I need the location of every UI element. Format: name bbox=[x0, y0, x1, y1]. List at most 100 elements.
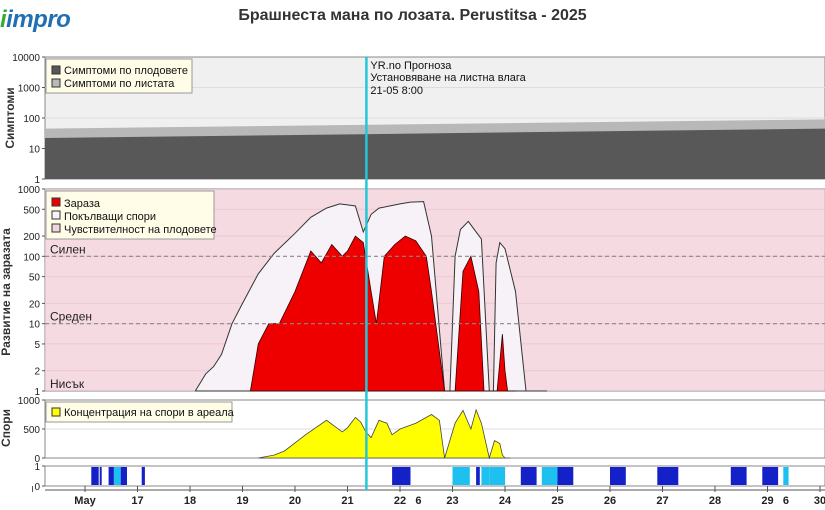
x-tick-label: 26 bbox=[604, 495, 616, 507]
infection-tick-label: 10 bbox=[29, 320, 41, 331]
x-tick-label: 20 bbox=[289, 495, 301, 507]
spores-tick-label: 1000 bbox=[18, 396, 41, 407]
x-tick-label: 18 bbox=[184, 495, 196, 507]
x-tick-label: 30 bbox=[814, 495, 825, 507]
wetness-segment bbox=[392, 467, 411, 485]
legend-swatch-susceptibility bbox=[51, 223, 61, 233]
spores-tick-label: 500 bbox=[23, 425, 40, 436]
spores-panel: 0 500 1000 Спори Концентрация на спори в а… bbox=[0, 396, 825, 465]
wetness-segment bbox=[481, 467, 490, 485]
wetness-segment bbox=[113, 467, 121, 485]
x-tick-label: 29 bbox=[761, 495, 773, 507]
x-tick-label: 19 bbox=[236, 495, 248, 507]
wetness-segment bbox=[762, 467, 779, 485]
forecast-source: YR.no Прогноза bbox=[370, 60, 452, 72]
infection-tick-label: 5 bbox=[34, 340, 40, 351]
forecast-description: Установяване на листна влага bbox=[370, 72, 526, 84]
wetness-panel: 01 bbox=[34, 462, 825, 493]
wetness-segment bbox=[489, 467, 506, 485]
legend-infection: Зараза bbox=[64, 198, 101, 210]
x-tick-label: 21 bbox=[341, 495, 353, 507]
symptoms-y-ticks: 1 10 100 1000 10000 bbox=[12, 53, 45, 186]
forecast-datetime: 21-05 8:00 bbox=[370, 85, 423, 97]
wetness-segment bbox=[99, 467, 102, 485]
threshold-label-medium: Среден bbox=[50, 310, 92, 324]
infection-tick-label: 20 bbox=[29, 299, 41, 310]
infection-y-ticks: 1 2 5 10 20 50 100 200 500 1000 bbox=[18, 185, 45, 398]
infection-thresholds: Силен Среден Нисък bbox=[45, 242, 825, 391]
legend-leaf-symptoms: Симптоми по листата bbox=[64, 78, 175, 90]
forecast-annotation: YR.no Прогноза Установяване на листна вл… bbox=[370, 60, 526, 97]
symptoms-tick-label: 1 bbox=[34, 175, 40, 186]
symptoms-tick-label: 1000 bbox=[18, 84, 41, 95]
legend-fruit-susceptibility: Чувствителност на плодовете bbox=[64, 224, 217, 236]
threshold-label-low: Нисък bbox=[50, 377, 85, 391]
legend-fruit-symptoms: Симптоми по плодовете bbox=[64, 65, 188, 77]
wetness-segment bbox=[108, 467, 114, 485]
legend-swatch-spores bbox=[51, 210, 61, 220]
symptoms-panel: 1 10 100 1000 10000 Симптоми Симптоми по пло… bbox=[3, 53, 825, 186]
x-tick-label: May bbox=[74, 495, 96, 507]
x-tick-label: 6 bbox=[783, 495, 789, 507]
infection-tick-label: 500 bbox=[23, 205, 40, 216]
x-tick-label: 17 bbox=[131, 495, 143, 507]
infection-tick-label: 2 bbox=[34, 367, 40, 378]
chart-title: Брашнеста мана по лозата. Perustitsa - 2… bbox=[238, 7, 587, 24]
x-tick-label: 27 bbox=[656, 495, 668, 507]
wetness-segment bbox=[541, 467, 558, 485]
x-tick-label: 22 bbox=[394, 495, 406, 507]
wetness-tick-label: 1 bbox=[34, 462, 40, 473]
infection-tick-label: 100 bbox=[23, 252, 40, 263]
wetness-segments bbox=[91, 467, 789, 485]
fruit-symptoms-area bbox=[45, 128, 825, 179]
wetness-segment bbox=[610, 467, 626, 485]
x-tick-label: 25 bbox=[551, 495, 563, 507]
impro-logo: iimpro bbox=[0, 6, 71, 33]
x-tick-label: 23 bbox=[446, 495, 458, 507]
legend-swatch-leaf-symptoms bbox=[51, 78, 61, 88]
legend-germinating-spores: Покълващи спори bbox=[64, 211, 156, 223]
symptoms-y-label: Симптоми bbox=[3, 87, 17, 148]
infection-tick-label: 1 bbox=[34, 387, 40, 398]
spores-y-label: Спори bbox=[0, 409, 13, 447]
symptoms-tick-label: 10 bbox=[29, 145, 41, 156]
wetness-segment bbox=[120, 467, 127, 485]
infection-area bbox=[250, 235, 516, 392]
x-tick-label: 6 bbox=[415, 495, 421, 507]
wetness-segment bbox=[141, 467, 145, 485]
x-tick-label: 24 bbox=[499, 495, 512, 507]
wetness-segment bbox=[520, 467, 537, 485]
wetness-tick-label: 0 bbox=[34, 482, 40, 493]
wetness-segment bbox=[91, 467, 99, 485]
wetness-segment bbox=[557, 467, 574, 485]
threshold-label-strong: Силен bbox=[50, 242, 86, 256]
wetness-segment bbox=[730, 467, 747, 485]
infection-legend: Зараза Покълващи спори Чувствителност на… bbox=[45, 190, 217, 240]
symptoms-tick-label: 10000 bbox=[12, 53, 40, 64]
spore-concentration-area bbox=[258, 408, 511, 460]
wetness-segment bbox=[476, 467, 480, 485]
wetness-segment bbox=[452, 467, 470, 485]
spores-y-ticks: 0 500 1000 bbox=[18, 396, 45, 465]
infection-tick-label: 1000 bbox=[18, 185, 41, 196]
wetness-plot-bg bbox=[44, 465, 825, 487]
wetness-segment bbox=[657, 467, 679, 485]
x-axis: May 17 18 19 20 21 22 6 23 24 25 26 27 28 29 6 30 bbox=[32, 486, 825, 507]
wetness-y-ticks: 01 bbox=[34, 462, 45, 493]
legend-swatch-spore-concentration bbox=[51, 407, 61, 417]
spores-tick-label: 0 bbox=[34, 454, 40, 465]
x-tick-label: 28 bbox=[709, 495, 721, 507]
symptoms-legend: Симптоми по плодовете Симптоми по листат… bbox=[45, 58, 193, 94]
infection-panel: Силен Среден Нисък 1 2 5 10 20 50 100 200 500 100… bbox=[0, 185, 825, 398]
infection-tick-label: 200 bbox=[23, 232, 40, 243]
legend-swatch-fruit-symptoms bbox=[51, 65, 61, 75]
legend-spore-concentration: Концентрация на спори в ареала bbox=[64, 407, 235, 419]
wetness-segment bbox=[783, 467, 789, 485]
infection-y-label: Развитие на заразата bbox=[0, 228, 13, 356]
symptoms-tick-label: 100 bbox=[23, 114, 40, 125]
infection-tick-label: 50 bbox=[29, 273, 41, 284]
legend-swatch-infection bbox=[51, 197, 61, 207]
spores-legend: Концентрация на спори в ареала bbox=[45, 401, 235, 423]
logo-text: impro bbox=[6, 6, 71, 33]
